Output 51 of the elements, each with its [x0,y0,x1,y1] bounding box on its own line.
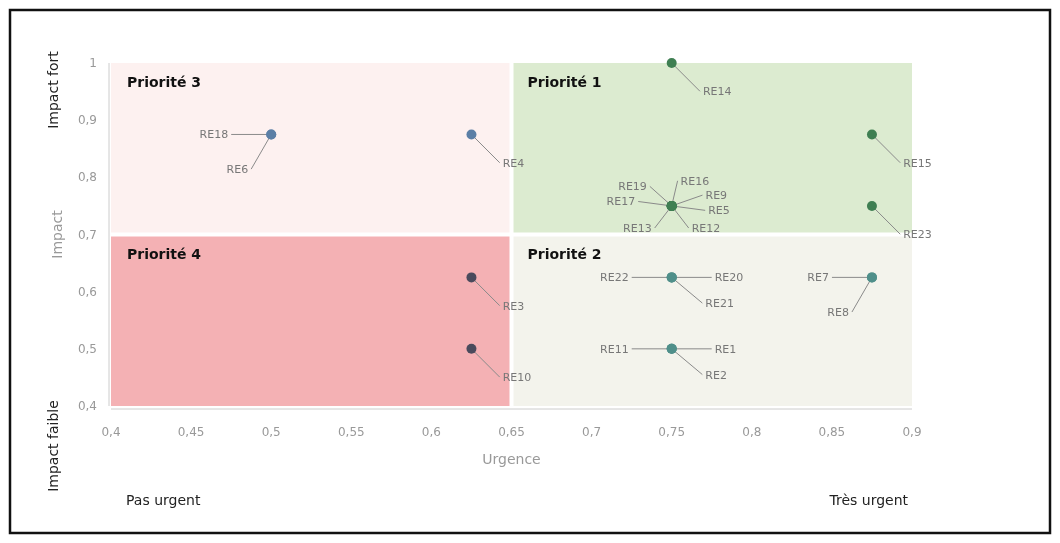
data-label: RE11 [600,342,629,356]
y-tick-label: 0,8 [77,170,97,185]
x-axis-title: Urgence [482,451,541,467]
annotation: Priorité 4 [127,245,202,262]
y-tick-label: 0,6 [77,284,97,299]
annotation: Priorité 2 [527,245,602,262]
data-label: RE22 [600,271,629,285]
y-axis-title: Impact [49,209,65,259]
data-label: RE8 [827,306,849,320]
x-tick-label: 0,45 [177,425,205,439]
y-tick-label: 0,4 [77,399,97,413]
data-label: RE14 [702,85,732,99]
data-label: RE18 [199,128,229,142]
data-label: RE16 [680,174,710,188]
x-tick-label: 0,6 [421,425,441,439]
y-tick-label: 0,9 [77,113,97,128]
data-label: RE10 [502,371,532,385]
y-tick-label: 0,5 [77,341,97,356]
data-label: RE13 [623,222,652,235]
data-label: RE3 [502,299,525,313]
data-label: RE21 [705,297,734,311]
x-tick-label: 0,4 [101,425,121,439]
annotation: Priorité 3 [127,74,202,90]
data-label: RE17 [606,195,636,209]
data-label: RE20 [714,271,744,285]
data-label: RE19 [618,180,647,194]
x-tick-label: 0,55 [337,425,365,439]
text: Impact fort [45,50,61,129]
y-tick-label: 0,7 [77,227,97,242]
text: Pas urgent [126,492,201,508]
x-tick-label: 0,85 [818,425,846,439]
text: Très urgent [828,492,909,508]
x-tick-label: 0,75 [658,425,686,439]
data-label: RE4 [502,156,525,170]
data-label: RE12 [691,222,721,235]
x-tick-label: 0,9 [902,425,922,439]
data-label: RE2 [705,368,727,382]
data-label: RE5 [708,204,730,218]
x-tick-label: 0,65 [498,425,525,439]
data-label: RE6 [226,163,249,177]
x-tick-label: 0,7 [582,425,602,439]
x-tick-label: 0,8 [742,425,762,439]
data-label: RE15 [903,156,932,170]
text: Impact faible [45,400,61,492]
annotation: Priorité 1 [527,74,602,90]
x-tick-label: 0,5 [261,425,281,439]
data-label: RE23 [903,228,932,242]
data-label: RE9 [705,189,728,203]
data-label: RE7 [807,271,829,285]
y-tick-label: 1 [89,56,97,70]
data-label: RE1 [714,342,737,356]
